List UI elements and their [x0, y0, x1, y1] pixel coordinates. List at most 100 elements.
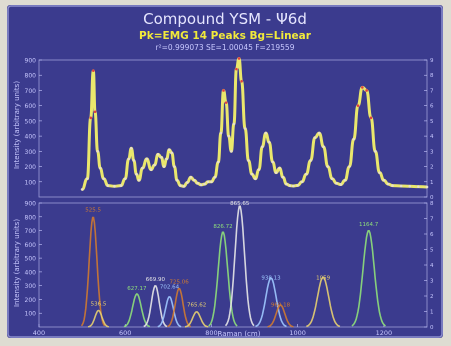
data-point — [237, 57, 241, 60]
data-point — [80, 188, 84, 191]
top-y-tick-label: 600 — [25, 103, 37, 110]
data-point — [369, 116, 373, 120]
peak-label-826.72: 826.72 — [213, 224, 232, 230]
data-point — [167, 148, 171, 152]
data-point — [189, 175, 193, 179]
data-point — [92, 69, 95, 72]
bottom-right-tick-label: 3 — [430, 279, 434, 285]
data-point — [382, 178, 386, 182]
bottom-panel: 100 200 300 400 500 600 700 800 900 0 1 2 3 4 5 6 7 8 400 6… — [25, 201, 434, 338]
data-point — [219, 131, 223, 135]
data-point — [296, 184, 299, 187]
data-point — [132, 159, 136, 162]
data-point — [93, 110, 97, 114]
peak-label-765.62: 765.62 — [187, 302, 206, 308]
bottom-x-tick-label: 1200 — [376, 329, 393, 337]
data-point — [281, 175, 285, 179]
bottom-right-tick-label: 8 — [430, 201, 434, 207]
bottom-right-tick-label: 0 — [430, 325, 434, 331]
top-right-tick-label: 8 — [430, 73, 434, 79]
bottom-y-tick-label: 800 — [25, 214, 37, 221]
data-point — [85, 177, 89, 181]
data-point — [153, 163, 156, 167]
data-point — [317, 131, 321, 135]
data-point — [361, 86, 364, 89]
top-y-tick-label: 700 — [25, 88, 37, 95]
data-point — [217, 160, 220, 164]
data-point — [213, 175, 217, 179]
data-point — [343, 178, 347, 182]
data-point — [254, 177, 257, 181]
peak-curve-765.62 — [184, 311, 209, 328]
data-point — [399, 184, 403, 188]
top-y-tick-label: 400 — [25, 134, 37, 141]
top-y-tick-label: 100 — [25, 179, 37, 186]
data-point — [199, 183, 203, 187]
data-point — [222, 89, 225, 92]
peak-label-1164.7: 1164.7 — [359, 222, 379, 228]
bottom-x-tick-label: 800 — [205, 329, 217, 337]
peak-label-525.5: 525.5 — [85, 207, 101, 213]
peak-curve-865.65 — [224, 205, 255, 327]
data-point — [271, 160, 274, 164]
data-point — [386, 182, 390, 186]
bottom-y-tick-label: 200 — [25, 297, 37, 304]
peak-label-865.65: 865.65 — [230, 201, 250, 207]
data-point — [196, 182, 199, 185]
data-point — [224, 101, 228, 104]
peak-label-725.06: 725.06 — [170, 280, 190, 286]
x-axis-label: Raman (cm) — [218, 330, 261, 338]
data-point — [278, 166, 281, 170]
peak-label-702.64: 702.64 — [160, 284, 180, 290]
data-point — [235, 67, 238, 71]
bottom-y-tick-label: 400 — [25, 269, 37, 276]
bottom-y-tick-label: 600 — [25, 242, 37, 249]
data-point — [247, 159, 250, 162]
data-point — [250, 172, 254, 176]
peak-curve-1059 — [306, 276, 341, 328]
top-right-tick-label: 9 — [430, 58, 434, 64]
bottom-y-tick-label: 300 — [25, 283, 37, 290]
data-point — [192, 178, 196, 182]
bottom-right-tick-label: 2 — [430, 294, 434, 300]
data-point — [156, 153, 160, 156]
data-point — [243, 127, 247, 130]
bottom-y-axis-label: Intensity (arbitrary units) — [13, 219, 21, 307]
data-point — [179, 184, 182, 187]
data-point — [356, 104, 360, 107]
bottom-y-tick-label: 100 — [25, 311, 37, 318]
top-right-tick-label: 3 — [430, 149, 434, 155]
top-y-axis-label: Intensity (arbitrary units) — [13, 81, 21, 169]
bottom-x-tick-label: 400 — [33, 329, 45, 337]
data-point — [175, 178, 179, 182]
peak-curve-938.13 — [255, 277, 287, 328]
bottom-right-tick-label: 5 — [430, 248, 434, 254]
data-point — [127, 157, 130, 161]
peak-label-536.5: 536.5 — [91, 302, 107, 308]
data-point — [285, 182, 288, 186]
data-point — [257, 168, 261, 171]
data-point — [137, 178, 141, 182]
data-point — [182, 185, 186, 188]
peakfit-chart: Compound YSM - Ψ6d Pk=EMG 14 Peaks Bg=Li… — [7, 5, 443, 338]
data-point — [373, 150, 377, 153]
data-point — [330, 177, 334, 181]
top-right-tick-label: 2 — [430, 165, 434, 171]
peak-label-938.13: 938.13 — [261, 276, 281, 282]
data-point — [173, 165, 176, 168]
top-y-tick-label: 900 — [25, 58, 37, 65]
peak-label-669.90: 669.90 — [146, 277, 166, 283]
top-y-tick-label: 300 — [25, 149, 37, 156]
top-right-tick-label: 0 — [430, 195, 434, 201]
data-point — [206, 180, 210, 184]
data-point — [408, 185, 412, 188]
peak-curve-826.72 — [208, 231, 238, 327]
top-y-tick-label: 200 — [25, 164, 37, 171]
peak-curve-536.5 — [87, 309, 109, 328]
data-point — [240, 80, 243, 83]
data-point — [186, 181, 189, 184]
data-point — [123, 177, 127, 181]
top-panel: 100 200 300 400 500 600 700 800 900 0 1 2 3 4 5 6 7 8 9 — [25, 57, 434, 201]
data-point — [170, 151, 174, 155]
